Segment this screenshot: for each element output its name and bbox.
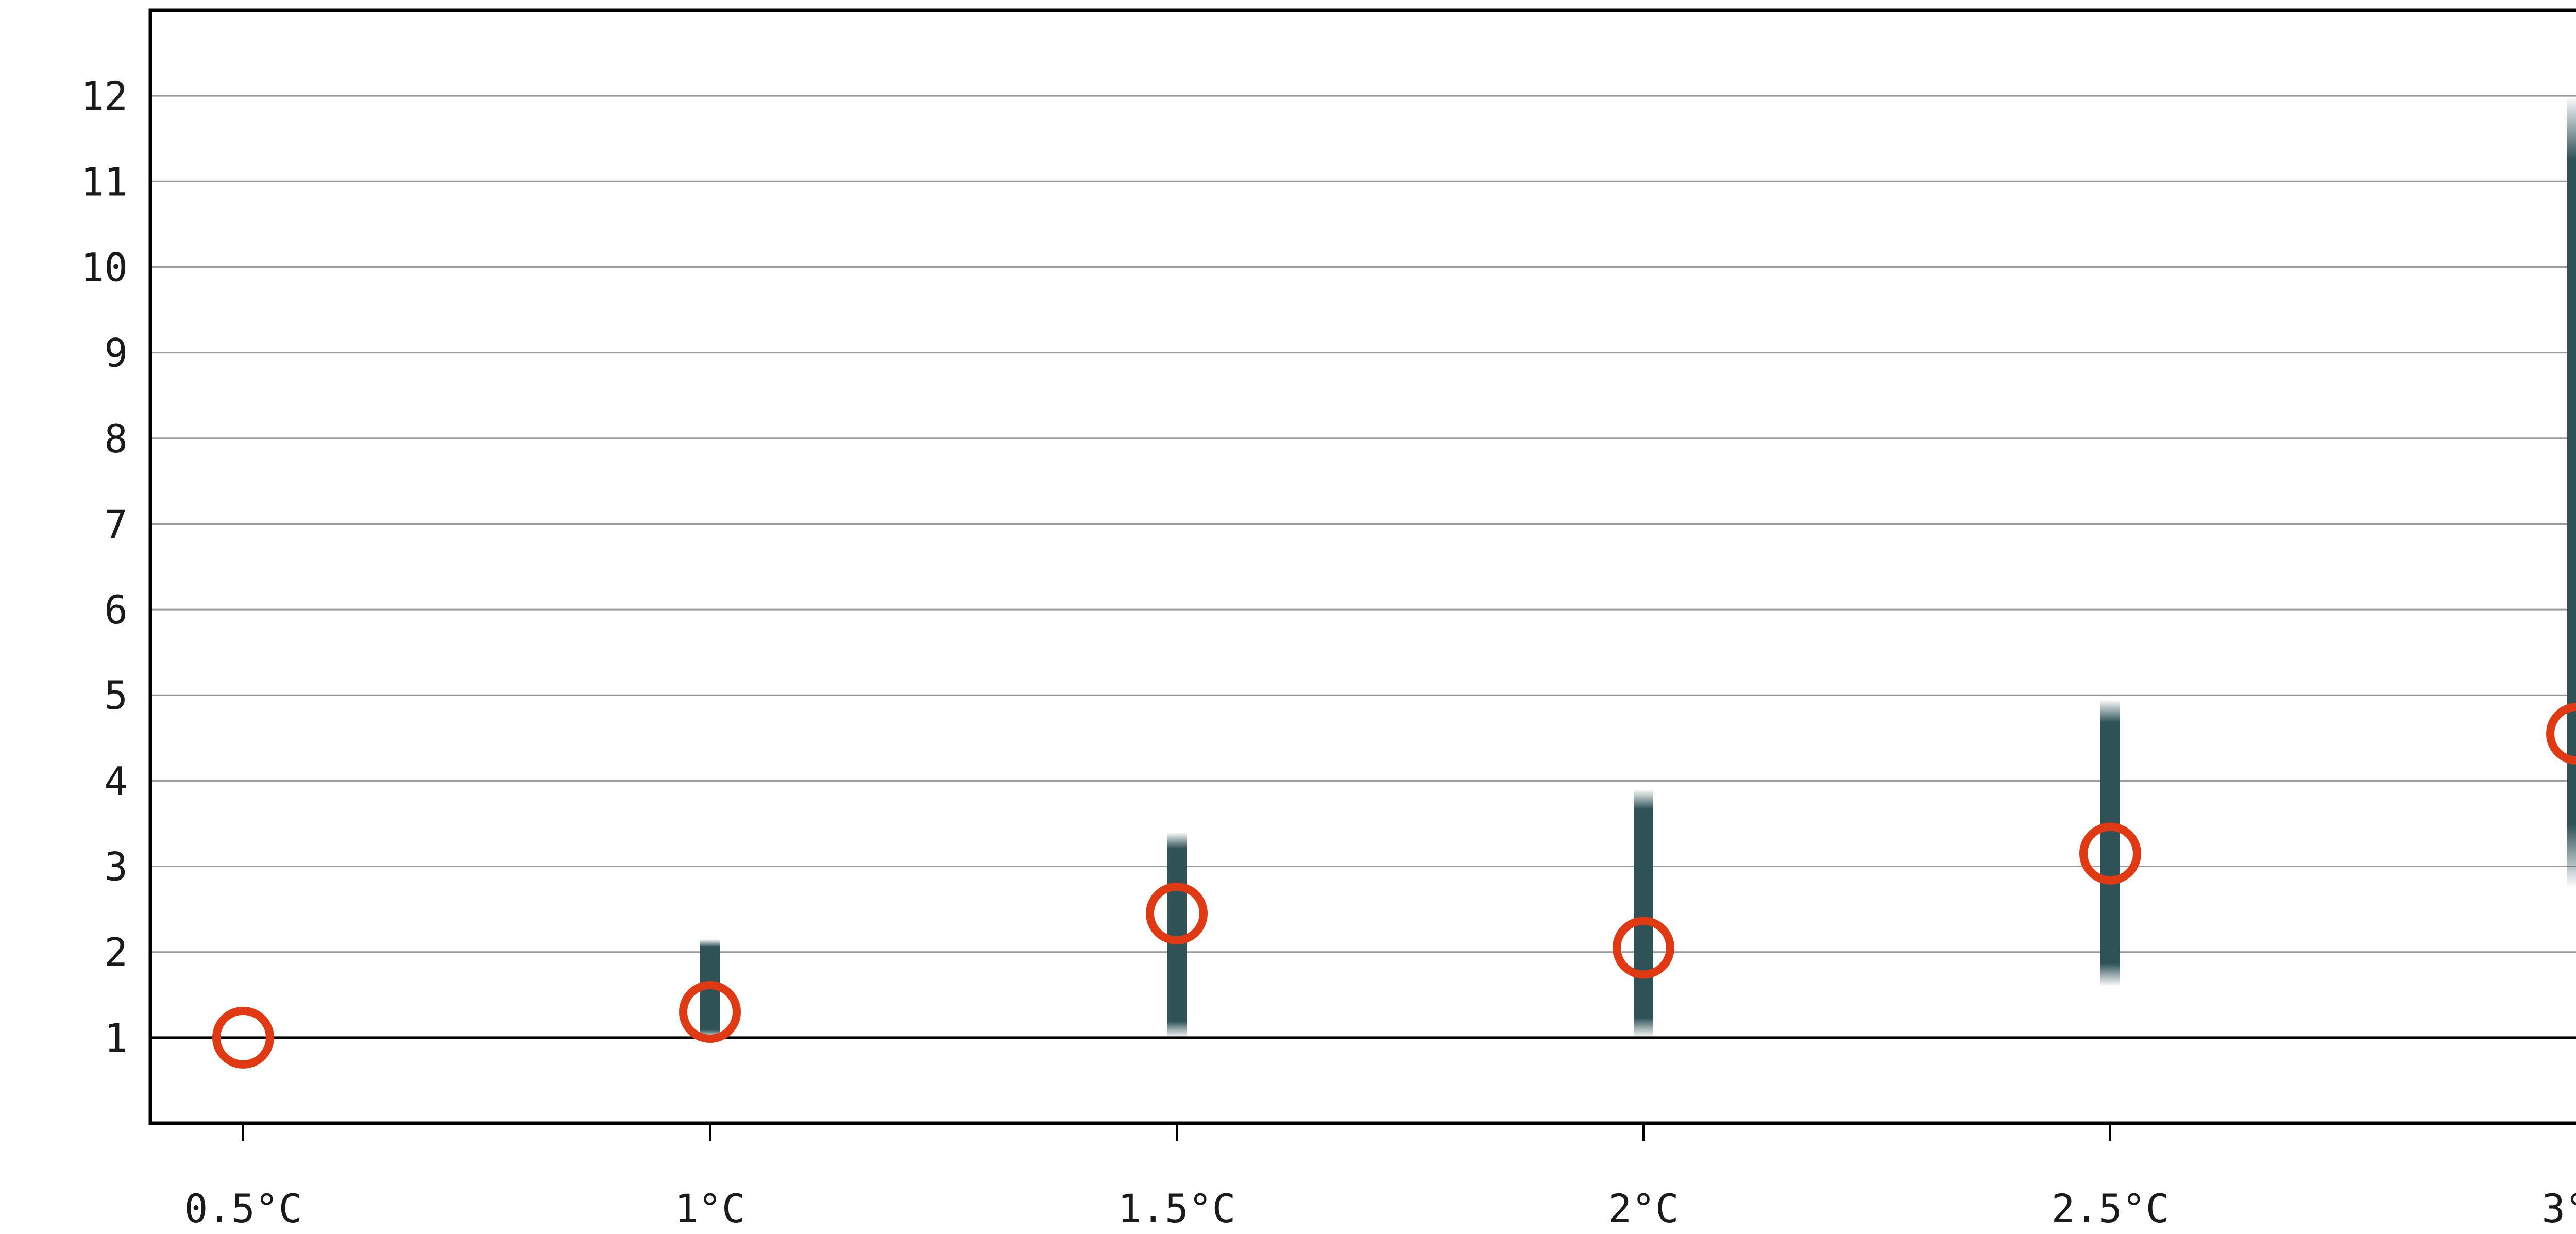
range-bar — [2567, 96, 2576, 888]
y-tick-label: 7 — [104, 501, 128, 547]
y-tick-label: 5 — [104, 672, 128, 718]
x-tick-label: 2°C — [1608, 1186, 1679, 1231]
markers — [212, 703, 2576, 1069]
range-bars — [700, 96, 2576, 1038]
data-point-marker — [2546, 703, 2576, 765]
data-point-marker — [212, 1006, 274, 1069]
x-tick-labels: 0.5°C 1°C 1.5°C 2°C 2.5°C 3°C — [184, 1123, 2576, 1231]
x-tick-label: 1°C — [674, 1186, 745, 1231]
data-point-marker — [2079, 822, 2141, 885]
y-tick-label: 4 — [104, 758, 128, 804]
y-tick-label: 8 — [104, 416, 128, 462]
range-bar — [2100, 699, 2120, 987]
range-bar — [1167, 832, 1187, 1038]
y-tick-label: 12 — [80, 73, 128, 119]
data-point-marker — [679, 981, 741, 1043]
y-tick-label: 3 — [104, 844, 128, 890]
plot-frame — [148, 8, 2576, 1125]
x-tick-label: 3°C — [2541, 1186, 2576, 1231]
y-tick-label: 2 — [104, 929, 128, 975]
data-point-marker — [1613, 917, 1674, 979]
y-tick-label: 10 — [80, 244, 128, 290]
y-tick-label: 6 — [104, 587, 128, 633]
x-tick-label: 1.5°C — [1118, 1186, 1236, 1231]
gridlines — [150, 95, 2576, 1039]
data-point-marker — [1146, 882, 1208, 944]
y-tick-label: 11 — [80, 159, 128, 205]
range-bar — [1634, 789, 1653, 1038]
y-tick-label: 9 — [104, 330, 128, 376]
y-tick-label: 1 — [104, 1015, 128, 1061]
x-tick-label: 2.5°C — [2052, 1186, 2170, 1231]
x-tick-label: 0.5°C — [184, 1186, 302, 1231]
